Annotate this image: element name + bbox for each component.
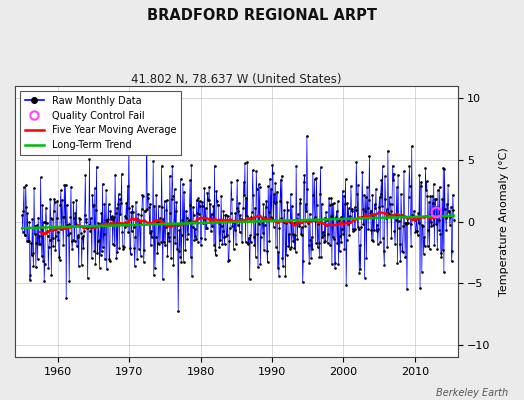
Text: BRADFORD REGIONAL ARPT: BRADFORD REGIONAL ARPT xyxy=(147,8,377,23)
Legend: Raw Monthly Data, Quality Control Fail, Five Year Moving Average, Long-Term Tren: Raw Monthly Data, Quality Control Fail, … xyxy=(20,91,181,155)
Title: 41.802 N, 78.637 W (United States): 41.802 N, 78.637 W (United States) xyxy=(131,73,342,86)
Text: Berkeley Earth: Berkeley Earth xyxy=(436,388,508,398)
Y-axis label: Temperature Anomaly (°C): Temperature Anomaly (°C) xyxy=(499,147,509,296)
